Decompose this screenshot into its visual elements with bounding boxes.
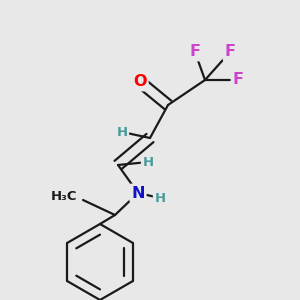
- Text: H₃C: H₃C: [50, 190, 77, 202]
- Text: N: N: [131, 185, 145, 200]
- Text: F: F: [224, 44, 236, 59]
- Text: H: H: [154, 191, 166, 205]
- Text: O: O: [133, 74, 147, 89]
- Text: H: H: [142, 155, 154, 169]
- Text: F: F: [190, 44, 200, 59]
- Text: F: F: [232, 73, 244, 88]
- Text: H: H: [116, 125, 128, 139]
